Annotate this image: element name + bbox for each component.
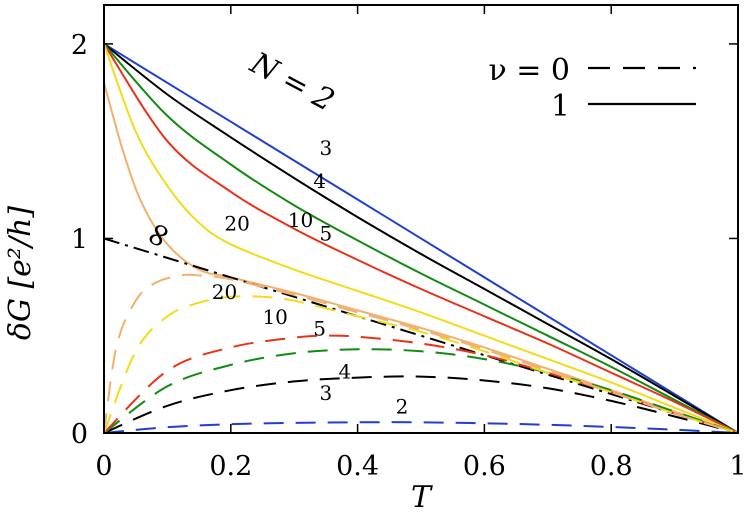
curve-label: 20: [212, 280, 237, 304]
series-line-nu0-n20: [103, 273, 739, 434]
series-line-nu1-n10: [103, 43, 739, 434]
series-line-nu1-n2: [103, 43, 739, 434]
curve-label: 10: [288, 208, 313, 232]
x-tick-label: 0.8: [590, 451, 633, 482]
curve-label: 5: [313, 317, 326, 341]
series-line-nu0-n3: [103, 375, 739, 434]
curve-label: 5: [320, 221, 333, 245]
x-axis-title: T: [411, 480, 433, 515]
y-tick-label: 2: [71, 30, 88, 61]
series-line-nu1-n5: [103, 43, 739, 434]
curve-label: 4: [339, 360, 352, 384]
y-tick-label: 1: [71, 224, 88, 255]
x-tick-label: 0: [95, 451, 112, 482]
legend-label-solid: 1: [551, 89, 570, 124]
series-line-nu0-n10: [103, 295, 739, 434]
series-line-nu1-n20: [103, 82, 739, 434]
series-line-nu0-n4: [103, 348, 739, 434]
legend: ν = 0 1: [488, 53, 696, 124]
curve-label: 10: [262, 305, 287, 329]
curve-label: 4: [313, 169, 326, 193]
x-tick-label: 0.4: [336, 451, 379, 482]
y-axis-title: δG [e²/h]: [3, 206, 38, 340]
plot-frame: [103, 4, 739, 434]
series-line-nu0-n2: [103, 421, 739, 434]
y-tick-label: 0: [71, 419, 88, 450]
curve-label: 3: [320, 381, 333, 405]
curve-label: 20: [224, 212, 249, 236]
curve-label: 3: [320, 136, 333, 160]
curve-label: 2: [396, 395, 409, 419]
curves: [103, 43, 739, 434]
x-tick-label: 0.2: [209, 451, 252, 482]
x-tick-label: 1: [729, 451, 746, 482]
curve-label: N = 2: [244, 45, 340, 118]
legend-label-dashed: ν = 0: [488, 53, 570, 88]
x-tick-label: 0.6: [463, 451, 506, 482]
series-line-nu1-n3: [103, 43, 739, 434]
series-line-inf-ninf: [103, 237, 739, 434]
series-line-nu1-n4: [103, 43, 739, 434]
